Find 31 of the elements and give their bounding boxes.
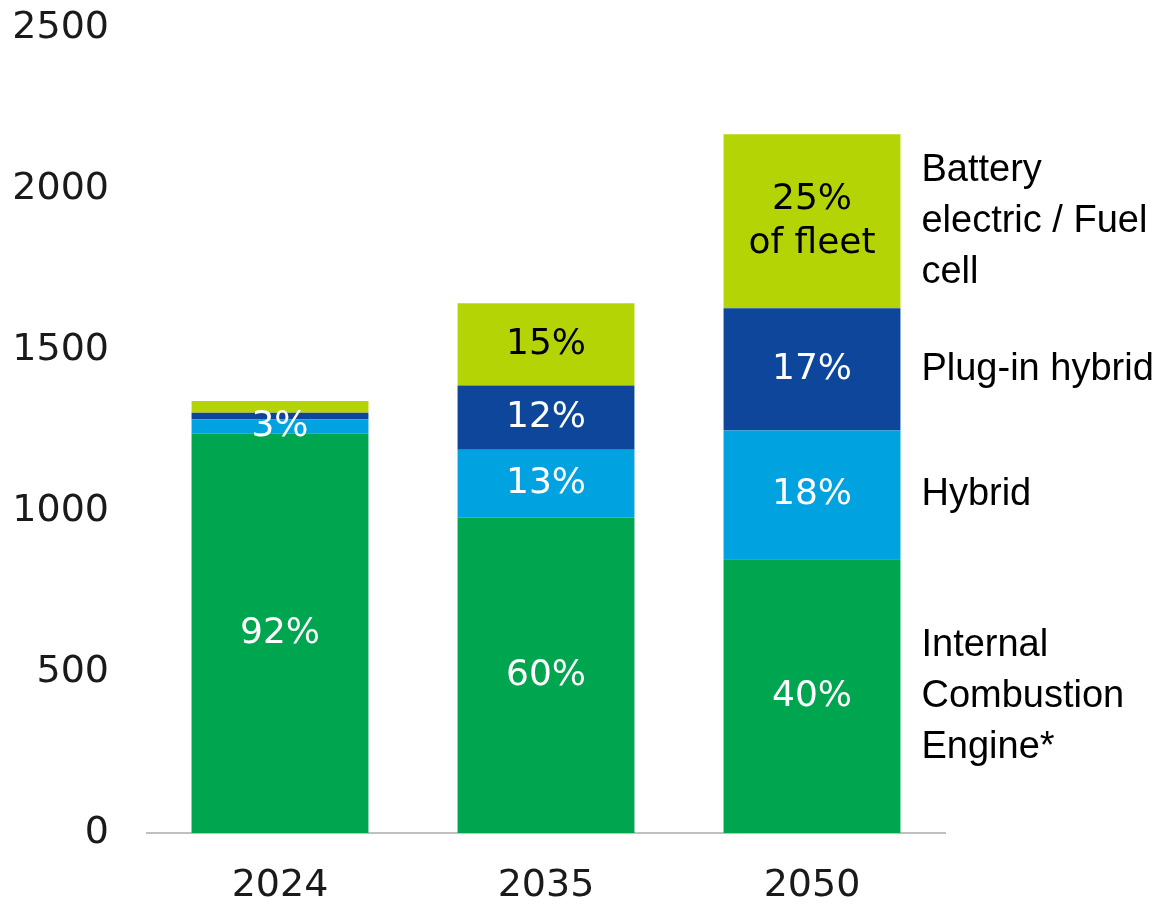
annotation: 15% bbox=[505, 320, 587, 362]
y-tick-label: 0 bbox=[84, 807, 109, 852]
annotation: 92% bbox=[239, 609, 321, 651]
bar bbox=[723, 559, 901, 833]
series-label: Hybrid bbox=[921, 471, 1032, 514]
annotation: 18% bbox=[771, 471, 853, 513]
series-label: Battery electric / Fuel cell bbox=[921, 146, 1148, 291]
x-tick-label: 2035 bbox=[497, 860, 595, 905]
bar bbox=[457, 449, 635, 518]
annotation: 60% bbox=[505, 651, 587, 693]
y-tick-label: 1000 bbox=[12, 485, 109, 530]
annotation: 13% bbox=[505, 459, 587, 501]
annotation: 3% bbox=[251, 402, 309, 444]
bar bbox=[457, 303, 635, 386]
series-label: Plug-in hybrid bbox=[921, 345, 1154, 388]
bar bbox=[723, 308, 901, 431]
bar bbox=[723, 134, 901, 309]
x-tick-label: 2024 bbox=[231, 860, 329, 905]
annotation: 40% bbox=[771, 672, 853, 714]
y-tick-label: 2500 bbox=[12, 2, 109, 47]
y-tick-label: 1500 bbox=[12, 324, 109, 369]
series-label: Internal Combustion Engine* bbox=[921, 621, 1125, 766]
y-tick-label: 2000 bbox=[12, 163, 109, 208]
annotation: 25% of fleet bbox=[748, 175, 876, 261]
bar bbox=[457, 385, 635, 450]
x-tick-label: 2050 bbox=[763, 860, 861, 905]
annotation: 12% bbox=[505, 393, 587, 435]
bar bbox=[723, 430, 901, 560]
y-tick-label: 500 bbox=[36, 646, 109, 691]
annotation: 17% bbox=[771, 345, 853, 387]
bar bbox=[457, 517, 635, 833]
